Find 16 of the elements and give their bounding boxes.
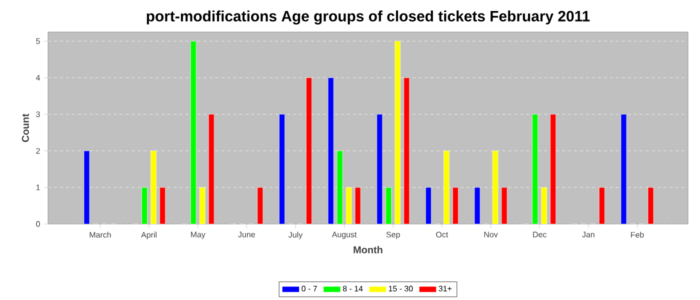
- bar: [404, 78, 410, 224]
- bar: [279, 114, 285, 224]
- y-axis-title: Count: [22, 114, 29, 142]
- chart-title: port-modifications Age groups of closed tickets February 2011: [146, 10, 590, 25]
- bar: [550, 114, 556, 224]
- bar: [394, 40, 401, 224]
- bar: [208, 114, 214, 224]
- bar: [444, 150, 450, 224]
- bar: [150, 150, 156, 224]
- x-axis-title: Month: [354, 246, 382, 254]
- bar: [336, 150, 343, 224]
- bar: [532, 114, 538, 224]
- bar: [376, 114, 383, 224]
- bar: [190, 40, 196, 224]
- bar: [306, 78, 312, 224]
- bar: [328, 78, 334, 224]
